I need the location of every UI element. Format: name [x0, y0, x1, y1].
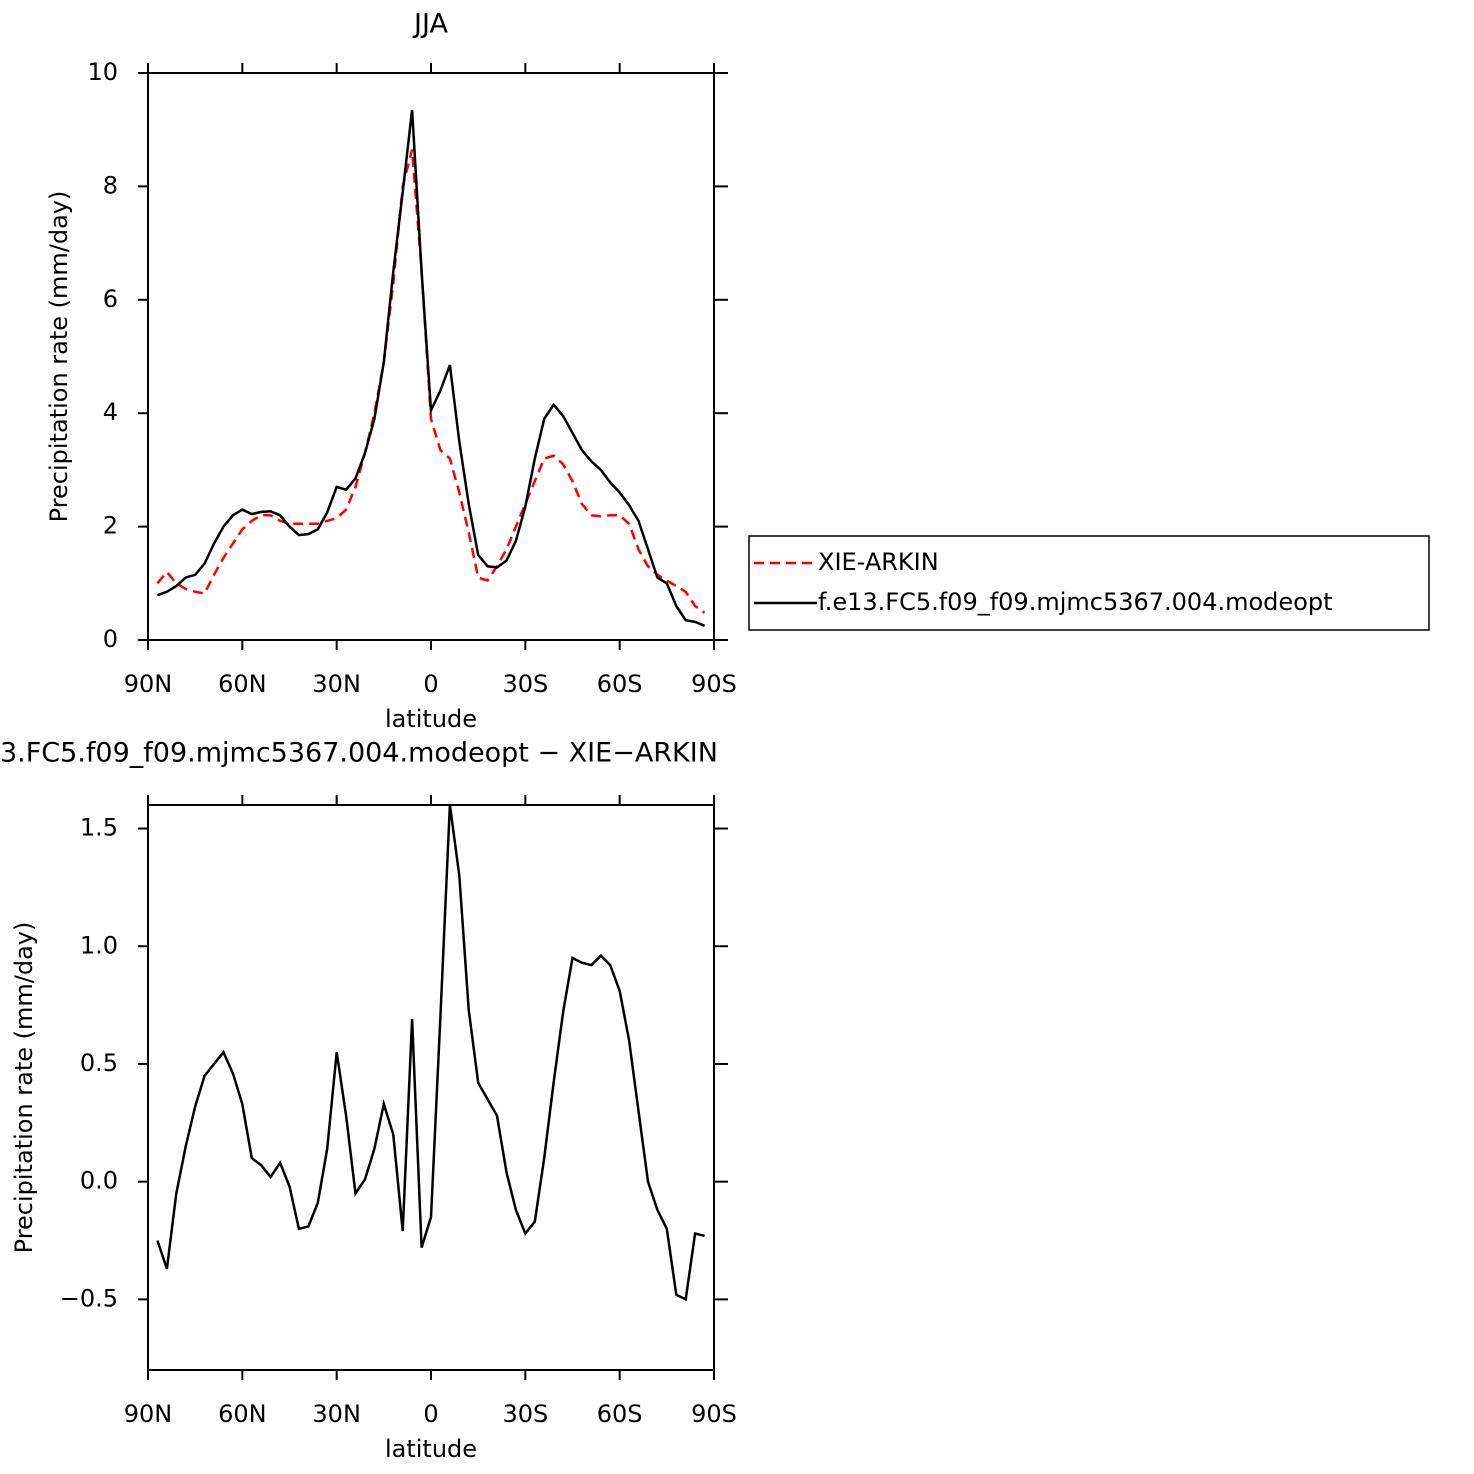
y-tick-label: 1.5: [80, 814, 118, 842]
x-tick-label: 90N: [124, 670, 173, 698]
x-tick-label: 60S: [597, 670, 643, 698]
x-tick-label: 60N: [218, 670, 267, 698]
x-tick-label: 90S: [691, 670, 737, 698]
x-axis-label: latitude: [385, 705, 477, 733]
x-tick-label: 90N: [124, 1400, 173, 1428]
x-tick-label: 30S: [502, 1400, 548, 1428]
x-tick-label: 0: [423, 670, 438, 698]
y-tick-label: 0: [103, 625, 118, 653]
x-tick-label: 0: [423, 1400, 438, 1428]
x-tick-label: 60S: [597, 1400, 643, 1428]
y-tick-label: 8: [103, 171, 118, 199]
legend-label: f.e13.FC5.f09_f09.mjmc5367.004.modeopt: [818, 588, 1333, 616]
chart-title: 3.FC5.f09_f09.mjmc5367.004.modeopt − XIE…: [0, 738, 718, 769]
data-line: [156, 149, 706, 614]
y-tick-label: 0.0: [80, 1167, 118, 1195]
y-tick-label: 10: [87, 58, 118, 86]
x-tick-label: 60N: [218, 1400, 267, 1428]
y-tick-label: 6: [103, 285, 118, 313]
y-tick-label: 2: [103, 512, 118, 540]
x-tick-label: 30N: [312, 1400, 361, 1428]
chart-title: JJA: [412, 9, 448, 40]
y-axis-label: Precipitation rate (mm/day): [10, 922, 38, 1254]
y-tick-label: −0.5: [60, 1284, 118, 1312]
x-axis-label: latitude: [385, 1435, 477, 1463]
y-axis-label: Precipitation rate (mm/day): [45, 191, 73, 523]
y-tick-label: 4: [103, 398, 118, 426]
legend-label: XIE-ARKIN: [818, 548, 939, 576]
x-tick-label: 30S: [502, 670, 548, 698]
y-tick-label: 1.0: [80, 931, 118, 959]
y-tick-label: 0.5: [80, 1049, 118, 1077]
legend-box: [748, 535, 1430, 631]
plot-frame: [147, 72, 715, 641]
x-tick-label: 90S: [691, 1400, 737, 1428]
data-line: [156, 804, 705, 1302]
x-tick-label: 30N: [312, 670, 361, 698]
data-line: [156, 109, 706, 627]
plot-frame: [147, 804, 715, 1371]
